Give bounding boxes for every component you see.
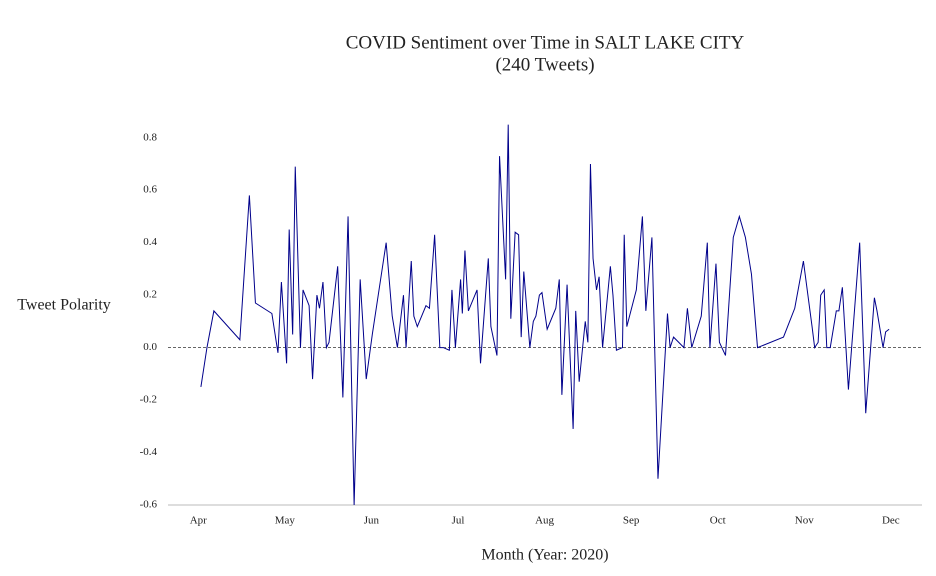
y-axis-label: Tweet Polarity — [17, 297, 111, 314]
x-tick-label: Aug — [535, 515, 554, 527]
y-tick-label: 0.6 — [143, 184, 157, 196]
y-tick-label: -0.4 — [140, 446, 158, 458]
x-tick-label: Jun — [364, 515, 380, 527]
y-tick-label: 0.8 — [143, 131, 157, 143]
chart-title: COVID Sentiment over Time in SALT LAKE C… — [346, 32, 745, 53]
x-tick-label: Dec — [882, 515, 900, 527]
x-axis-label: Month (Year: 2020) — [481, 547, 608, 564]
y-tick-label: 0.0 — [143, 341, 157, 353]
x-tick-label: Oct — [710, 515, 726, 527]
x-tick-label: May — [275, 515, 296, 527]
x-tick-label: Sep — [623, 515, 640, 527]
y-tick-label: -0.6 — [140, 499, 158, 511]
x-tick-label: Nov — [795, 515, 814, 527]
y-tick-label: 0.2 — [143, 289, 157, 301]
chart-subtitle: (240 Tweets) — [495, 54, 594, 75]
y-tick-label: 0.4 — [143, 236, 157, 248]
x-tick-label: Jul — [452, 515, 465, 527]
x-tick-label: Apr — [190, 515, 207, 527]
y-tick-label: -0.2 — [140, 394, 157, 406]
series-line — [200, 124, 890, 506]
